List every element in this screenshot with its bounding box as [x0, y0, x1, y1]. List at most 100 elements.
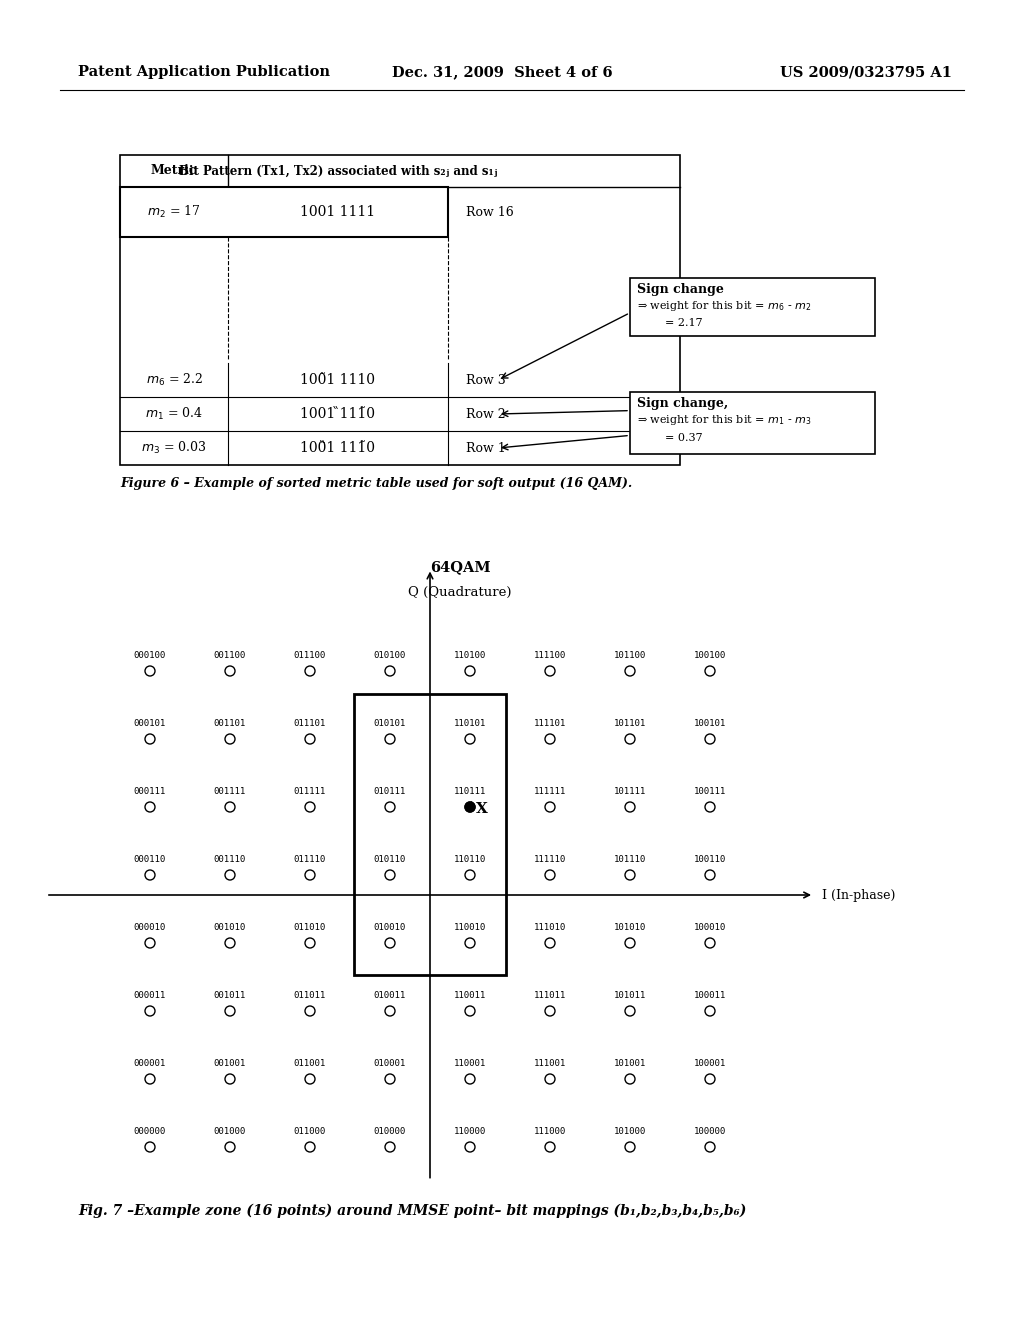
- Circle shape: [465, 803, 475, 812]
- Text: 64QAM: 64QAM: [430, 560, 490, 574]
- Text: 011001: 011001: [294, 1059, 326, 1068]
- Text: 010110: 010110: [374, 854, 407, 863]
- Text: 100110: 100110: [694, 854, 726, 863]
- Text: Bit Pattern (Tx1, Tx2) associated with s₂ⱼ and s₁ⱼ: Bit Pattern (Tx1, Tx2) associated with s…: [179, 165, 498, 177]
- Text: US 2009/0323795 A1: US 2009/0323795 A1: [780, 65, 952, 79]
- Text: 000010: 000010: [134, 923, 166, 932]
- Text: 001101: 001101: [214, 718, 246, 727]
- Text: 111110: 111110: [534, 854, 566, 863]
- Text: 000101: 000101: [134, 718, 166, 727]
- Text: 110100: 110100: [454, 651, 486, 660]
- Text: 101010: 101010: [613, 923, 646, 932]
- Text: 110111: 110111: [454, 787, 486, 796]
- Text: 101111: 101111: [613, 787, 646, 796]
- Text: 101011: 101011: [613, 990, 646, 999]
- Text: 101100: 101100: [613, 651, 646, 660]
- Text: 111100: 111100: [534, 651, 566, 660]
- Text: 1001 1111: 1001 1111: [300, 205, 376, 219]
- Text: Fig. 7 –Example zone (16 points) around MMSE point– bit mappings (b₁,b₂,b₃,b₄,b₅: Fig. 7 –Example zone (16 points) around …: [78, 1204, 746, 1218]
- Text: Dec. 31, 2009  Sheet 4 of 6: Dec. 31, 2009 Sheet 4 of 6: [392, 65, 612, 79]
- Text: 001000: 001000: [214, 1126, 246, 1135]
- Text: 001100: 001100: [214, 651, 246, 660]
- Text: 100010: 100010: [694, 923, 726, 932]
- Text: 010111: 010111: [374, 787, 407, 796]
- Text: Figure 6 – Example of sorted metric table used for soft output (16 QAM).: Figure 6 – Example of sorted metric tabl…: [120, 477, 632, 490]
- Text: 101001: 101001: [613, 1059, 646, 1068]
- Text: 110010: 110010: [454, 923, 486, 932]
- Text: 100̏1 111̃0: 100̏1 111̃0: [300, 441, 376, 455]
- Text: $m_1$ = 0.4: $m_1$ = 0.4: [145, 407, 203, 422]
- Text: 110101: 110101: [454, 718, 486, 727]
- Text: 1001 ̏111̃0: 1001 ̏111̃0: [300, 407, 376, 421]
- Text: 000110: 000110: [134, 854, 166, 863]
- Text: 001111: 001111: [214, 787, 246, 796]
- Text: $m_2$ = 17: $m_2$ = 17: [147, 205, 201, 220]
- Text: 100011: 100011: [694, 990, 726, 999]
- Text: 101000: 101000: [613, 1126, 646, 1135]
- Text: 000001: 000001: [134, 1059, 166, 1068]
- Text: 011011: 011011: [294, 990, 326, 999]
- Text: 011010: 011010: [294, 923, 326, 932]
- Text: 000111: 000111: [134, 787, 166, 796]
- Text: $m_3$ = 0.03: $m_3$ = 0.03: [141, 440, 207, 455]
- Text: X: X: [476, 803, 488, 816]
- Text: 101110: 101110: [613, 854, 646, 863]
- Text: Patent Application Publication: Patent Application Publication: [78, 65, 330, 79]
- Text: Row 16: Row 16: [466, 206, 514, 219]
- Bar: [630, 279, 874, 337]
- Text: 001011: 001011: [214, 990, 246, 999]
- Text: Metric: Metric: [151, 165, 198, 177]
- Text: 111101: 111101: [534, 718, 566, 727]
- Text: Sign change: Sign change: [637, 284, 724, 297]
- Text: 110011: 110011: [454, 990, 486, 999]
- Text: 010010: 010010: [374, 923, 407, 932]
- Text: 000000: 000000: [134, 1126, 166, 1135]
- Text: 011101: 011101: [294, 718, 326, 727]
- Text: 100000: 100000: [694, 1126, 726, 1135]
- Text: I (In-phase): I (In-phase): [822, 888, 895, 902]
- Text: 101101: 101101: [613, 718, 646, 727]
- Text: 001010: 001010: [214, 923, 246, 932]
- Text: 001110: 001110: [214, 854, 246, 863]
- Text: 010001: 010001: [374, 1059, 407, 1068]
- Text: 000100: 000100: [134, 651, 166, 660]
- Text: Q (Quadrature): Q (Quadrature): [409, 586, 512, 599]
- Bar: [120, 154, 680, 465]
- Text: 111000: 111000: [534, 1126, 566, 1135]
- Text: 011111: 011111: [294, 787, 326, 796]
- Text: 111111: 111111: [534, 787, 566, 796]
- Text: 110110: 110110: [454, 854, 486, 863]
- Text: ✓: ✓: [464, 800, 474, 810]
- Text: ⇒ weight for this bit = $m_1$ - $m_3$: ⇒ weight for this bit = $m_1$ - $m_3$: [637, 413, 811, 426]
- Text: ⇒ weight for this bit = $m_6$ - $m_2$: ⇒ weight for this bit = $m_6$ - $m_2$: [637, 300, 811, 313]
- Text: 110000: 110000: [454, 1126, 486, 1135]
- Bar: [630, 392, 874, 454]
- Text: 100̃1 1110: 100̃1 1110: [300, 374, 376, 387]
- Text: Row 3: Row 3: [466, 374, 506, 387]
- Text: 100100: 100100: [694, 651, 726, 660]
- Text: 011100: 011100: [294, 651, 326, 660]
- Text: 010011: 010011: [374, 990, 407, 999]
- Text: 010000: 010000: [374, 1126, 407, 1135]
- Text: 100001: 100001: [694, 1059, 726, 1068]
- Text: Sign change,: Sign change,: [637, 397, 728, 411]
- Text: = 0.37: = 0.37: [637, 433, 702, 444]
- Text: $m_6$ = 2.2: $m_6$ = 2.2: [145, 372, 203, 388]
- Text: 100101: 100101: [694, 718, 726, 727]
- Text: 100111: 100111: [694, 787, 726, 796]
- Text: 010101: 010101: [374, 718, 407, 727]
- Text: 000011: 000011: [134, 990, 166, 999]
- Text: 110001: 110001: [454, 1059, 486, 1068]
- Text: 111011: 111011: [534, 990, 566, 999]
- Text: 011000: 011000: [294, 1126, 326, 1135]
- Bar: [354, 694, 506, 974]
- Text: = 2.17: = 2.17: [637, 318, 702, 327]
- Text: Row 1: Row 1: [466, 441, 506, 454]
- Text: 010100: 010100: [374, 651, 407, 660]
- Text: 011110: 011110: [294, 854, 326, 863]
- Text: 001001: 001001: [214, 1059, 246, 1068]
- Bar: [120, 187, 449, 238]
- Text: 111010: 111010: [534, 923, 566, 932]
- Text: 111001: 111001: [534, 1059, 566, 1068]
- Text: Row 2: Row 2: [466, 408, 506, 421]
